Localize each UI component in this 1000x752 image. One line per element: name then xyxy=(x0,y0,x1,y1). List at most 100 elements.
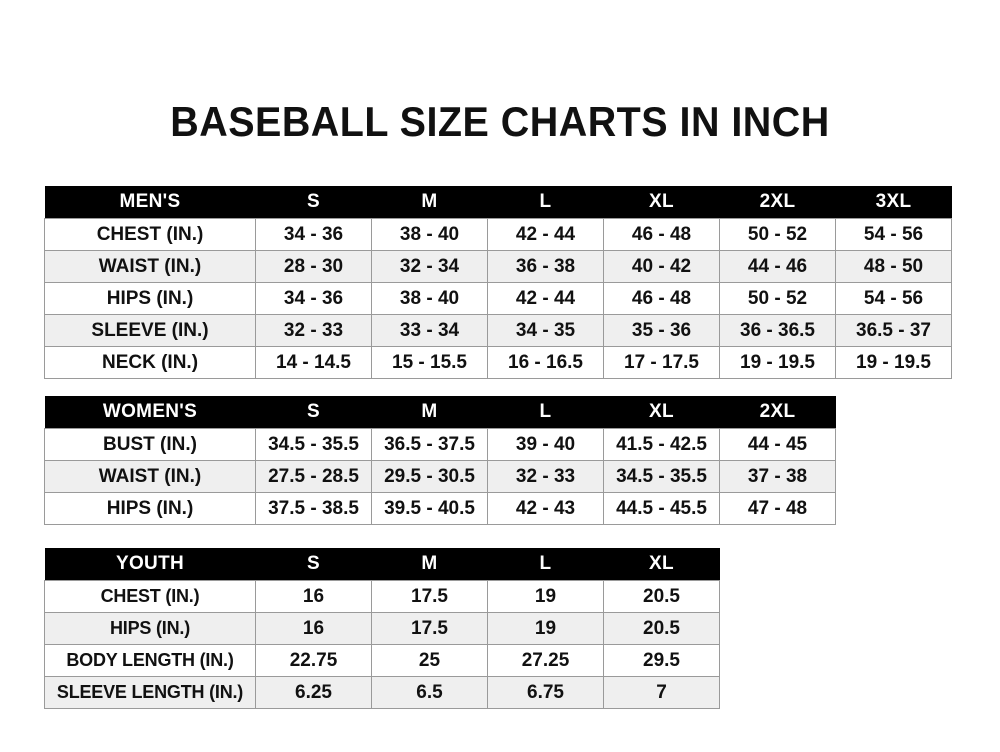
measurement-value: 54 - 56 xyxy=(835,218,952,251)
measurement-value: 44 - 46 xyxy=(719,250,836,283)
measurement-value: 17.5 xyxy=(371,580,488,613)
measurement-value: 19 - 19.5 xyxy=(835,346,952,379)
mens-size-table: MEN'S S M L XL 2XL 3XL CHEST (IN.) 34 - 36 38 - 4… xyxy=(44,186,952,379)
measurement-value: 44.5 - 45.5 xyxy=(603,492,720,525)
measurement-value: 50 - 52 xyxy=(719,282,836,315)
table-header-row: WOMEN'S S M L XL 2XL xyxy=(44,396,836,429)
measurement-value: 38 - 40 xyxy=(371,282,488,315)
measurement-value: 39 - 40 xyxy=(487,428,604,461)
measurement-label: SLEEVE (IN.) xyxy=(44,314,256,347)
measurement-value: 37.5 - 38.5 xyxy=(255,492,372,525)
table-row: NECK (IN.) 14 - 14.5 15 - 15.5 16 - 16.5 17 … xyxy=(44,346,952,379)
measurement-label: SLEEVE LENGTH (IN.) xyxy=(44,676,256,709)
measurement-label: WAIST (IN.) xyxy=(44,250,256,283)
measurement-value: 35 - 36 xyxy=(603,314,720,347)
size-header-l: L xyxy=(487,548,604,581)
size-header-l: L xyxy=(487,186,604,219)
measurement-value: 29.5 - 30.5 xyxy=(371,460,488,493)
table-row: BODY LENGTH (IN.) 22.75 25 27.25 29.5 xyxy=(44,644,720,677)
size-header-s: S xyxy=(255,396,372,429)
measurement-value: 32 - 33 xyxy=(255,314,372,347)
measurement-value: 46 - 48 xyxy=(603,282,720,315)
measurement-value: 38 - 40 xyxy=(371,218,488,251)
measurement-value: 37 - 38 xyxy=(719,460,836,493)
measurement-value: 34 - 36 xyxy=(255,218,372,251)
measurement-value: 42 - 43 xyxy=(487,492,604,525)
measurement-value: 44 - 45 xyxy=(719,428,836,461)
size-header-xl: XL xyxy=(603,186,720,219)
measurement-label: BODY LENGTH (IN.) xyxy=(44,644,256,677)
table-row: BUST (IN.) 34.5 - 35.5 36.5 - 37.5 39 - 40 4… xyxy=(44,428,836,461)
measurement-value: 34.5 - 35.5 xyxy=(255,428,372,461)
measurement-value: 32 - 33 xyxy=(487,460,604,493)
measurement-value: 40 - 42 xyxy=(603,250,720,283)
measurement-value: 25 xyxy=(371,644,488,677)
measurement-value: 36 - 38 xyxy=(487,250,604,283)
measurement-label: HIPS (IN.) xyxy=(44,612,256,645)
measurement-value: 39.5 - 40.5 xyxy=(371,492,488,525)
measurement-value: 54 - 56 xyxy=(835,282,952,315)
measurement-value: 16 xyxy=(255,612,372,645)
category-header: MEN'S xyxy=(44,186,256,219)
measurement-value: 19 xyxy=(487,612,604,645)
table-row: CHEST (IN.) 34 - 36 38 - 40 42 - 44 46 - 48 5… xyxy=(44,218,952,251)
size-header-xl: XL xyxy=(603,396,720,429)
measurement-value: 36 - 36.5 xyxy=(719,314,836,347)
size-header-2xl: 2XL xyxy=(719,396,836,429)
measurement-value: 17 - 17.5 xyxy=(603,346,720,379)
measurement-value: 34 - 35 xyxy=(487,314,604,347)
measurement-value: 36.5 - 37 xyxy=(835,314,952,347)
measurement-value: 6.5 xyxy=(371,676,488,709)
table-row: HIPS (IN.) 34 - 36 38 - 40 42 - 44 46 - 48 50… xyxy=(44,282,952,315)
size-header-m: M xyxy=(371,548,488,581)
measurement-label: CHEST (IN.) xyxy=(44,218,256,251)
measurement-value: 6.25 xyxy=(255,676,372,709)
category-header: YOUTH xyxy=(44,548,256,581)
page-title: BASEBALL SIZE CHARTS IN INCH xyxy=(170,98,830,146)
measurement-value: 32 - 34 xyxy=(371,250,488,283)
measurement-value: 46 - 48 xyxy=(603,218,720,251)
size-header-m: M xyxy=(371,186,488,219)
measurement-label: CHEST (IN.) xyxy=(44,580,256,613)
measurement-label: HIPS (IN.) xyxy=(44,492,256,525)
size-header-s: S xyxy=(255,186,372,219)
measurement-value: 48 - 50 xyxy=(835,250,952,283)
table-header-row: YOUTH S M L XL xyxy=(44,548,720,581)
size-header-l: L xyxy=(487,396,604,429)
measurement-value: 42 - 44 xyxy=(487,218,604,251)
table-row: WAIST (IN.) 27.5 - 28.5 29.5 - 30.5 32 - 33… xyxy=(44,460,836,493)
size-header-m: M xyxy=(371,396,488,429)
measurement-value: 28 - 30 xyxy=(255,250,372,283)
measurement-value: 29.5 xyxy=(603,644,720,677)
measurement-label: NECK (IN.) xyxy=(44,346,256,379)
measurement-value: 47 - 48 xyxy=(719,492,836,525)
measurement-value: 14 - 14.5 xyxy=(255,346,372,379)
table-row: CHEST (IN.) 16 17.5 19 20.5 xyxy=(44,580,720,613)
measurement-value: 50 - 52 xyxy=(719,218,836,251)
measurement-value: 34.5 - 35.5 xyxy=(603,460,720,493)
measurement-value: 20.5 xyxy=(603,612,720,645)
size-header-2xl: 2XL xyxy=(719,186,836,219)
measurement-label: BUST (IN.) xyxy=(44,428,256,461)
measurement-value: 17.5 xyxy=(371,612,488,645)
measurement-value: 15 - 15.5 xyxy=(371,346,488,379)
table-header-row: MEN'S S M L XL 2XL 3XL xyxy=(44,186,952,219)
measurement-value: 27.5 - 28.5 xyxy=(255,460,372,493)
measurement-value: 22.75 xyxy=(255,644,372,677)
measurement-value: 6.75 xyxy=(487,676,604,709)
table-row: SLEEVE (IN.) 32 - 33 33 - 34 34 - 35 35 - 36… xyxy=(44,314,952,347)
measurement-value: 19 - 19.5 xyxy=(719,346,836,379)
category-header: WOMEN'S xyxy=(44,396,256,429)
youth-size-table: YOUTH S M L XL CHEST (IN.) 16 17.5 19 20.5 HIPS (I… xyxy=(44,548,720,709)
size-header-xl: XL xyxy=(603,548,720,581)
table-row: SLEEVE LENGTH (IN.) 6.25 6.5 6.75 7 xyxy=(44,676,720,709)
measurement-value: 27.25 xyxy=(487,644,604,677)
table-row: HIPS (IN.) 16 17.5 19 20.5 xyxy=(44,612,720,645)
size-header-s: S xyxy=(255,548,372,581)
table-row: WAIST (IN.) 28 - 30 32 - 34 36 - 38 40 - 42 4… xyxy=(44,250,952,283)
womens-size-table: WOMEN'S S M L XL 2XL BUST (IN.) 34.5 - 35.5 36.5… xyxy=(44,396,836,525)
size-header-3xl: 3XL xyxy=(835,186,952,219)
measurement-value: 34 - 36 xyxy=(255,282,372,315)
measurement-value: 16 - 16.5 xyxy=(487,346,604,379)
